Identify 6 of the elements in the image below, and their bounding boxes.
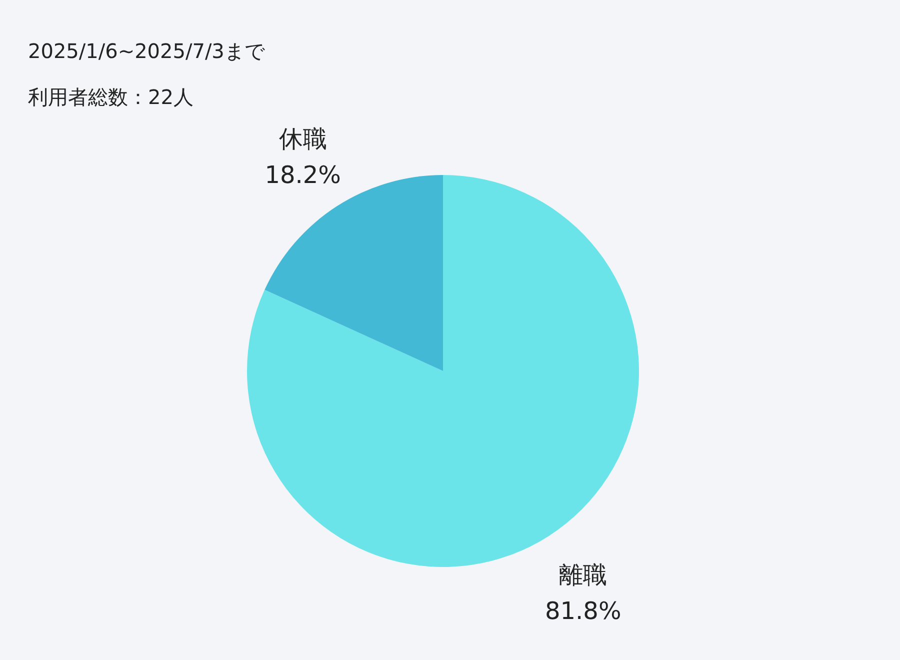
data-label: 81.8% — [545, 596, 622, 625]
slice-label: 離職 — [559, 560, 608, 589]
data-label: 18.2% — [264, 161, 341, 190]
chart-subtitle: 利用者総数：22人 — [28, 85, 194, 109]
slice-label: 休職 — [278, 125, 327, 154]
chart-title: 2025/1/6~2025/7/3まで — [28, 39, 266, 63]
